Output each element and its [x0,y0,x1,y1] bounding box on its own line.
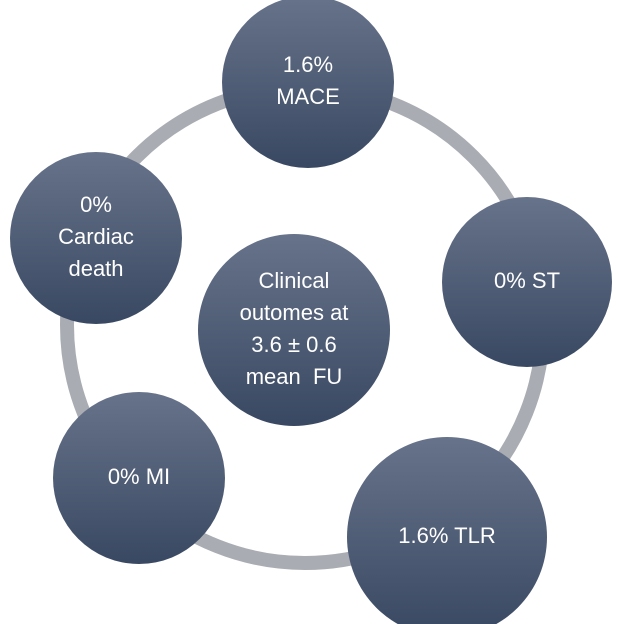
center-node-label: mean FU [246,364,343,389]
outcome-node-label: 0% [80,192,112,217]
outcome-node-label: 0% ST [494,268,560,293]
outcome-node-label: Cardiac [58,224,134,249]
center-node-label: Clinical [259,268,330,293]
outcome-node-label: 1.6% [283,52,333,77]
outcome-node-label: 0% MI [108,464,170,489]
outcome-node [222,0,394,168]
nodes: 1.6% MACE 0% ST 1.6% TLR 0% MI 0% Cardiac death… [10,0,612,624]
outcome-node [442,197,612,367]
outcome-node [10,152,182,324]
outcome-node [53,392,225,564]
center-node-label: outomes at [240,300,349,325]
outcome-node-label: MACE [276,84,340,109]
outcome-node-label: 1.6% TLR [398,523,495,548]
outcome-node [347,437,547,624]
outcome-node-label: death [68,256,123,281]
center-node-label: 3.6 ± 0.6 [251,332,336,357]
center-node [198,234,390,426]
